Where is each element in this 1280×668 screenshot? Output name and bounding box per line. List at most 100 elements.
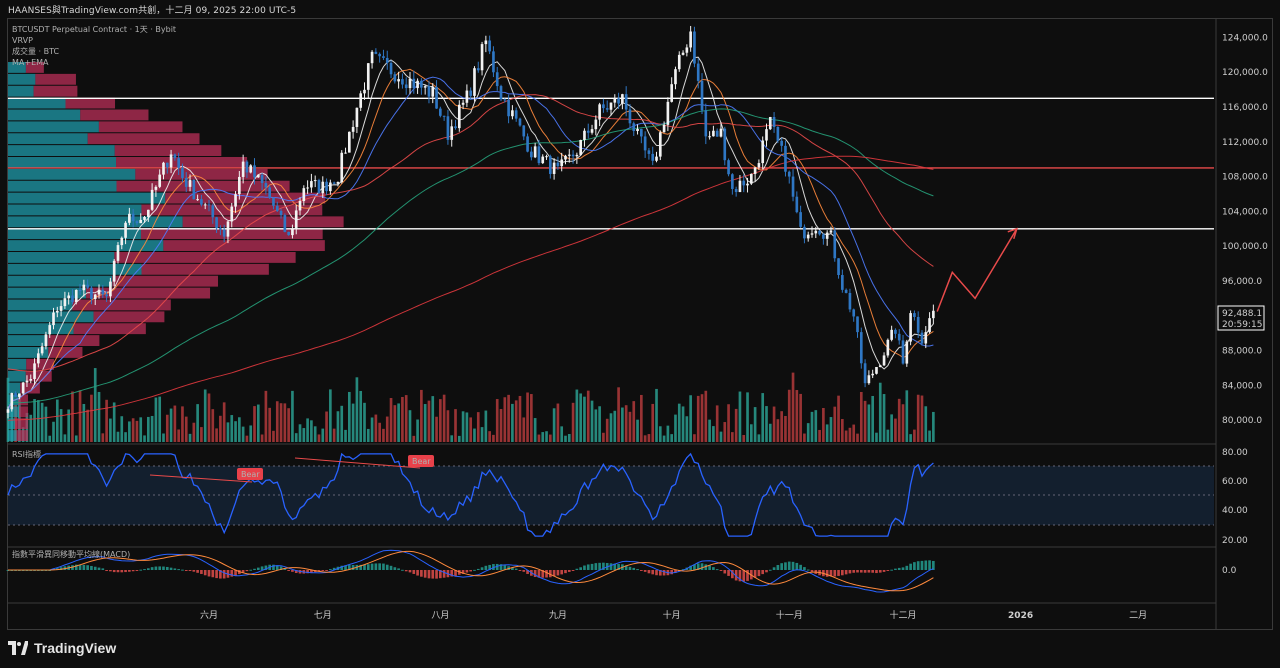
candle-body [249,165,253,173]
legend-ma-ema[interactable]: MA+EMA [12,58,49,67]
candle-body [685,47,689,53]
y-tick-label: 124,000.0 [1222,33,1268,43]
volume-bar [184,416,188,442]
volume-bar [177,429,180,442]
candle-body [795,196,799,213]
volume-bar [37,400,40,442]
candle-body [401,79,404,85]
volume-bar [120,416,124,442]
candle-body [514,110,518,119]
candle-body [780,140,783,146]
volume-bar [139,417,143,442]
candle-body [829,230,833,233]
volume-bar [93,368,97,442]
volume-bar [450,435,454,442]
candle-body [325,181,328,192]
volume-bar [226,422,230,442]
candle-body [162,162,165,175]
volume-bar [640,394,643,442]
candle-body [856,316,859,333]
volume-bar [571,402,575,442]
candle-body [613,98,617,103]
volume-bar [598,406,601,442]
macd-histogram-bar [658,570,662,576]
legend-symbol[interactable]: BTCUSDT Perpetual Contract · 1天 · Bybit [12,25,176,34]
candle-body [916,316,920,333]
vrvp-bar-up [8,263,142,275]
macd-signal-line [8,550,934,592]
vrvp-bar-up [8,370,26,382]
price-tag [1217,305,1265,331]
volume-bar [59,409,63,442]
macd-histogram-bar [215,570,218,579]
macd-histogram-bar [370,563,374,570]
volume-bar [875,432,878,442]
y-tick-label: 116,000.0 [1222,103,1268,113]
macd-histogram-bar [738,570,742,582]
macd-histogram-bar [780,563,783,570]
vrvp-bar-down [114,145,222,156]
volume-bar [833,406,837,442]
candle-body [492,51,495,73]
volume-bar [454,409,457,442]
macd-histogram-bar [598,562,601,570]
candle-body [897,333,901,341]
candle-body [109,281,112,297]
macd-histogram-bar [719,570,723,571]
volume-bar [219,415,222,442]
legend-vrvp[interactable]: VRVP [12,36,33,45]
volume-bar [355,377,359,442]
macd-histogram-bar [321,570,325,571]
candle-body [275,205,279,211]
vrvp-bar-down [72,299,171,311]
macd-histogram-bar [825,570,829,577]
candle-body [765,129,768,141]
volume-bar [727,404,730,442]
macd-histogram-bar [700,563,704,570]
candle-body [530,151,533,158]
candle-body [787,171,791,177]
bear-badge-2 [408,455,434,467]
rsi-title[interactable]: RSI指標 [12,449,41,459]
candle-body [469,90,473,96]
macd-histogram-bar [731,570,734,579]
candle-body [465,90,469,103]
macd-histogram-bar [503,565,507,570]
macd-histogram-bar [746,570,749,581]
candle-body [757,163,761,168]
candle-body [632,123,636,132]
volume-bar [916,394,920,442]
candle-body [450,126,454,140]
volume-bar [784,415,787,442]
macd-histogram-bar [181,569,184,571]
candle-body [78,289,82,291]
candle-body [454,126,457,129]
macd-histogram-bar [420,570,423,577]
macd-histogram-bar [165,566,169,570]
candle-body [586,130,590,133]
candle-body [59,306,63,311]
candle-body [55,310,59,313]
volume-bar [719,431,723,442]
candle-body [734,188,738,193]
vrvp-bar-up [8,109,81,121]
candle-body [640,128,643,137]
volume-bar [852,424,856,442]
volume-bar [313,426,317,442]
candle-body [256,174,260,178]
macd-histogram-bar [351,564,355,570]
vrvp-bar-down [114,252,296,263]
candle-body [181,167,184,178]
legend-volume[interactable]: 成交量 · BTC [12,46,60,56]
candle-body [408,78,412,89]
macd-histogram-bar [586,564,590,570]
candle-body [431,86,435,97]
volume-bar [116,431,120,442]
macd-histogram-bar [340,565,344,570]
macd-histogram-bar [260,566,264,570]
macd-title[interactable]: 指數平滑異同移動平均線(MACD) [12,549,130,559]
vrvp-bar-up [8,228,141,240]
volume-bar [674,414,677,442]
candle-body [932,310,935,319]
